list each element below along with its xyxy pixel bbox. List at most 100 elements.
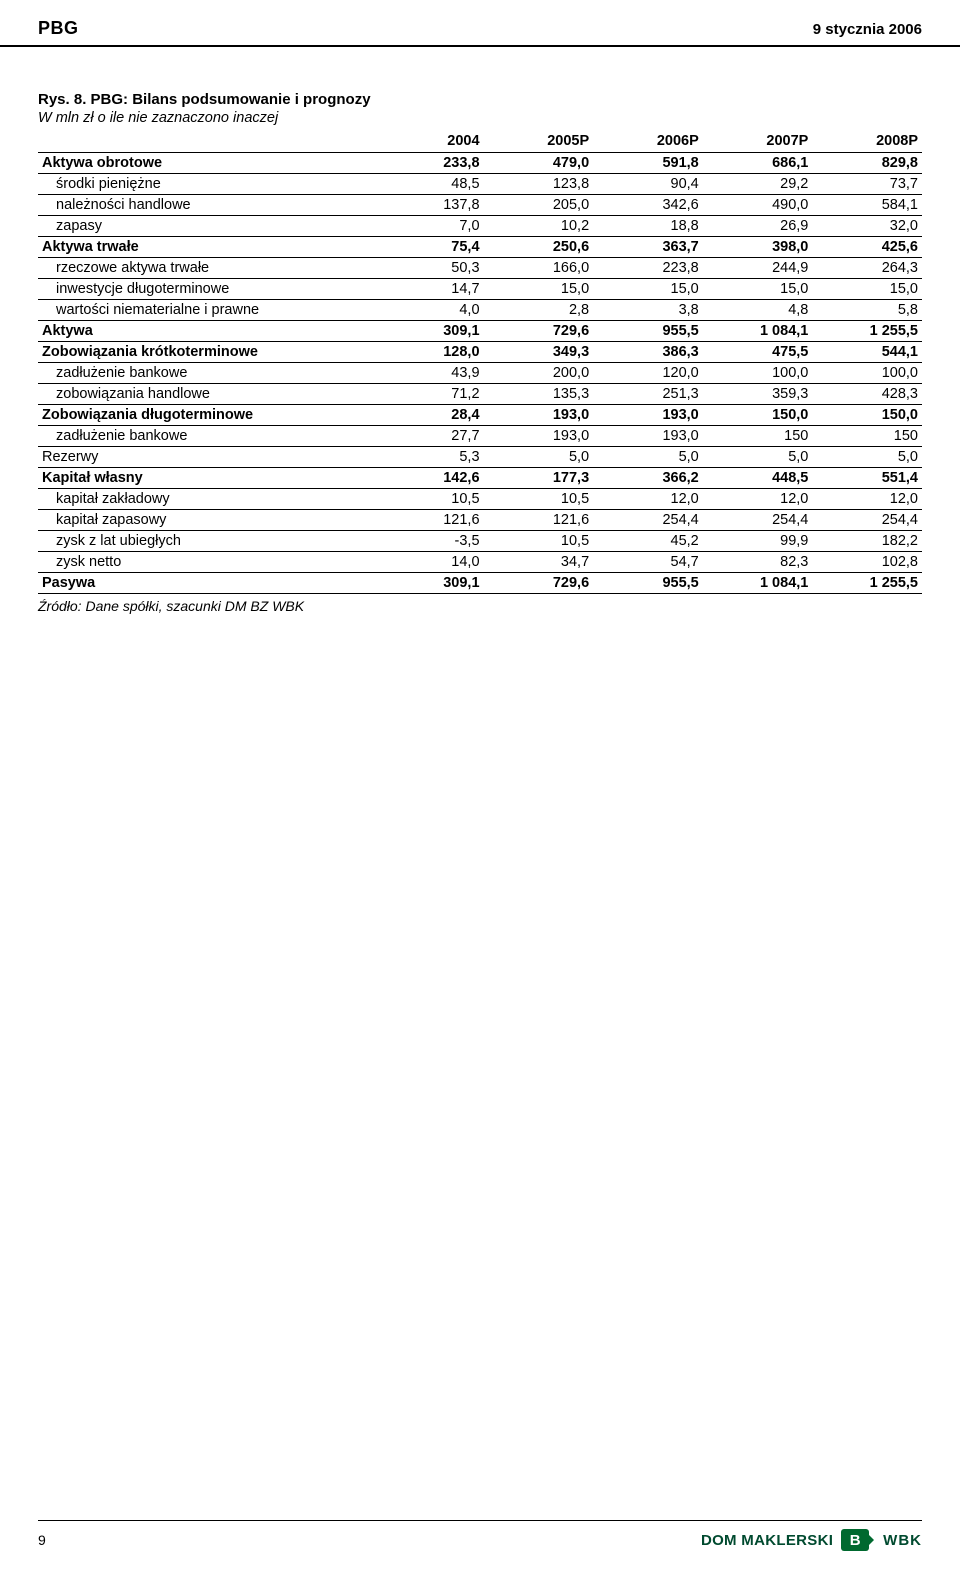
cell-value: 366,2: [593, 468, 703, 489]
brand-wbk: WBK: [883, 1532, 922, 1549]
cell-value: 193,0: [484, 426, 594, 447]
table-row: Zobowiązania krótkoterminowe128,0349,338…: [38, 342, 922, 363]
table-row: kapitał zapasowy121,6121,6254,4254,4254,…: [38, 510, 922, 531]
cell-value: 150: [703, 426, 813, 447]
page-content: Rys. 8. PBG: Bilans podsumowanie i progn…: [0, 47, 960, 614]
cell-value: 166,0: [484, 258, 594, 279]
row-label: Aktywa: [38, 321, 374, 342]
cell-value: 1 255,5: [812, 321, 922, 342]
table-row: Rezerwy5,35,05,05,05,0: [38, 447, 922, 468]
row-label: zadłużenie bankowe: [38, 426, 374, 447]
cell-value: 7,0: [374, 216, 484, 237]
cell-value: 15,0: [812, 279, 922, 300]
cell-value: 48,5: [374, 174, 484, 195]
cell-value: 475,5: [703, 342, 813, 363]
table-row: zobowiązania handlowe71,2135,3251,3359,3…: [38, 384, 922, 405]
row-label: środki pieniężne: [38, 174, 374, 195]
cell-value: 200,0: [484, 363, 594, 384]
cell-value: 27,7: [374, 426, 484, 447]
cell-value: 5,0: [593, 447, 703, 468]
cell-value: 135,3: [484, 384, 594, 405]
cell-value: 128,0: [374, 342, 484, 363]
cell-value: 15,0: [703, 279, 813, 300]
cell-value: 5,0: [703, 447, 813, 468]
page-footer: 9 DOM MAKLERSKI B WBK: [38, 1520, 922, 1551]
cell-value: 5,0: [812, 447, 922, 468]
cell-value: 955,5: [593, 573, 703, 594]
table-row: należności handlowe137,8205,0342,6490,05…: [38, 195, 922, 216]
cell-value: 90,4: [593, 174, 703, 195]
row-label: wartości niematerialne i prawne: [38, 300, 374, 321]
cell-value: 14,7: [374, 279, 484, 300]
report-date: 9 stycznia 2006: [813, 21, 922, 38]
cell-value: 150,0: [812, 405, 922, 426]
cell-value: 177,3: [484, 468, 594, 489]
cell-value: 12,0: [703, 489, 813, 510]
cell-value: 544,1: [812, 342, 922, 363]
cell-value: 250,6: [484, 237, 594, 258]
cell-value: 264,3: [812, 258, 922, 279]
cell-value: 428,3: [812, 384, 922, 405]
cell-value: 386,3: [593, 342, 703, 363]
table-row: kapitał zakładowy10,510,512,012,012,0: [38, 489, 922, 510]
cell-value: 182,2: [812, 531, 922, 552]
cell-value: 14,0: [374, 552, 484, 573]
cell-value: 4,0: [374, 300, 484, 321]
cell-value: 99,9: [703, 531, 813, 552]
cell-value: 193,0: [484, 405, 594, 426]
table-row: rzeczowe aktywa trwałe50,3166,0223,8244,…: [38, 258, 922, 279]
row-label: zysk netto: [38, 552, 374, 573]
table-header-row: 2004 2005P 2006P 2007P 2008P: [38, 130, 922, 153]
row-label: kapitał zapasowy: [38, 510, 374, 531]
brand-badge-icon: B: [841, 1529, 869, 1551]
cell-value: 45,2: [593, 531, 703, 552]
cell-value: 26,9: [703, 216, 813, 237]
table-caption: Rys. 8. PBG: Bilans podsumowanie i progn…: [38, 91, 922, 108]
table-row: zadłużenie bankowe43,9200,0120,0100,0100…: [38, 363, 922, 384]
cell-value: 448,5: [703, 468, 813, 489]
cell-value: 29,2: [703, 174, 813, 195]
cell-value: 244,9: [703, 258, 813, 279]
cell-value: 729,6: [484, 321, 594, 342]
cell-value: 254,4: [812, 510, 922, 531]
table-row: Pasywa309,1729,6955,51 084,11 255,5: [38, 573, 922, 594]
cell-value: 829,8: [812, 153, 922, 174]
row-label: Zobowiązania długoterminowe: [38, 405, 374, 426]
row-label: Aktywa obrotowe: [38, 153, 374, 174]
cell-value: 254,4: [593, 510, 703, 531]
cell-value: 309,1: [374, 573, 484, 594]
cell-value: 363,7: [593, 237, 703, 258]
cell-value: 1 255,5: [812, 573, 922, 594]
cell-value: 15,0: [484, 279, 594, 300]
cell-value: 193,0: [593, 426, 703, 447]
cell-value: 121,6: [484, 510, 594, 531]
cell-value: 71,2: [374, 384, 484, 405]
cell-value: 150,0: [703, 405, 813, 426]
cell-value: 5,0: [484, 447, 594, 468]
cell-value: 490,0: [703, 195, 813, 216]
cell-value: 100,0: [812, 363, 922, 384]
cell-value: 551,4: [812, 468, 922, 489]
cell-value: 729,6: [484, 573, 594, 594]
row-label: inwestycje długoterminowe: [38, 279, 374, 300]
cell-value: 5,3: [374, 447, 484, 468]
cell-value: 1 084,1: [703, 321, 813, 342]
row-label: Pasywa: [38, 573, 374, 594]
cell-value: 2,8: [484, 300, 594, 321]
cell-value: 4,8: [703, 300, 813, 321]
cell-value: 142,6: [374, 468, 484, 489]
cell-value: 32,0: [812, 216, 922, 237]
cell-value: 54,7: [593, 552, 703, 573]
company-name: PBG: [38, 18, 79, 39]
col-header: [38, 130, 374, 153]
col-header: 2004: [374, 130, 484, 153]
cell-value: 5,8: [812, 300, 922, 321]
brand-logo: DOM MAKLERSKI B WBK: [701, 1529, 922, 1551]
cell-value: 251,3: [593, 384, 703, 405]
cell-value: 12,0: [812, 489, 922, 510]
table-row: Kapitał własny142,6177,3366,2448,5551,4: [38, 468, 922, 489]
cell-value: 82,3: [703, 552, 813, 573]
row-label: rzeczowe aktywa trwałe: [38, 258, 374, 279]
row-label: należności handlowe: [38, 195, 374, 216]
cell-value: 18,8: [593, 216, 703, 237]
